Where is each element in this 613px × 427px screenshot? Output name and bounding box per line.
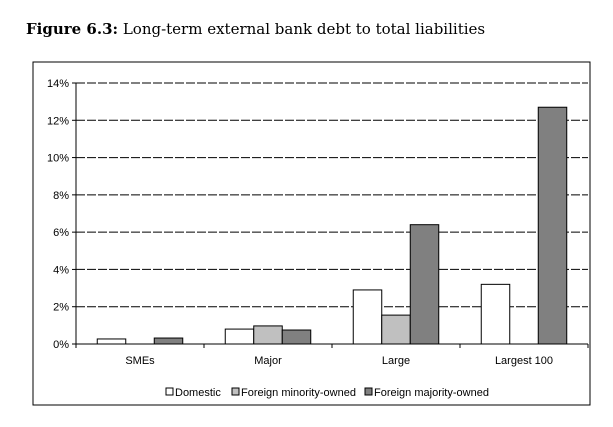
y-tick-label: 10% [47,153,69,165]
y-tick-label: 12% [47,115,69,127]
y-tick-label: 6% [53,227,69,239]
chart-title: Figure 6.3: Long-term external bank debt… [26,20,485,38]
bar-foreign-majority-owned [281,329,312,345]
x-tick-label: Major [254,355,282,367]
chart-frame [32,61,591,406]
bar-domestic [224,328,255,345]
chart-title-text: Long-term external bank debt to total li… [122,20,486,38]
legend-swatch [231,387,240,396]
legend-label: Domestic [175,387,221,399]
y-tick-label: 0% [53,339,69,351]
bar-foreign-majority-owned [409,224,440,345]
legend-swatch [165,387,174,396]
y-tick-label: 14% [47,78,69,90]
y-tick-label: 4% [53,264,69,276]
y-tick-label: 8% [53,190,69,202]
x-tick-label: SMEs [125,355,155,367]
bar-foreign-minority-owned [253,325,283,345]
legend-swatch [364,387,373,396]
bar-foreign-minority-owned [381,314,411,345]
bar-domestic [96,338,127,345]
bar-foreign-majority-owned [153,337,184,345]
bar-domestic [480,283,511,345]
legend-label: Foreign majority-owned [374,387,489,399]
bar-foreign-majority-owned [537,106,568,345]
bar-domestic [352,289,383,345]
figure-label: Figure 6.3: [26,20,119,38]
legend-label: Foreign minority-owned [241,387,356,399]
x-tick-label: Largest 100 [495,355,553,367]
x-tick-label: Large [382,355,410,367]
y-tick-label: 2% [53,302,69,314]
